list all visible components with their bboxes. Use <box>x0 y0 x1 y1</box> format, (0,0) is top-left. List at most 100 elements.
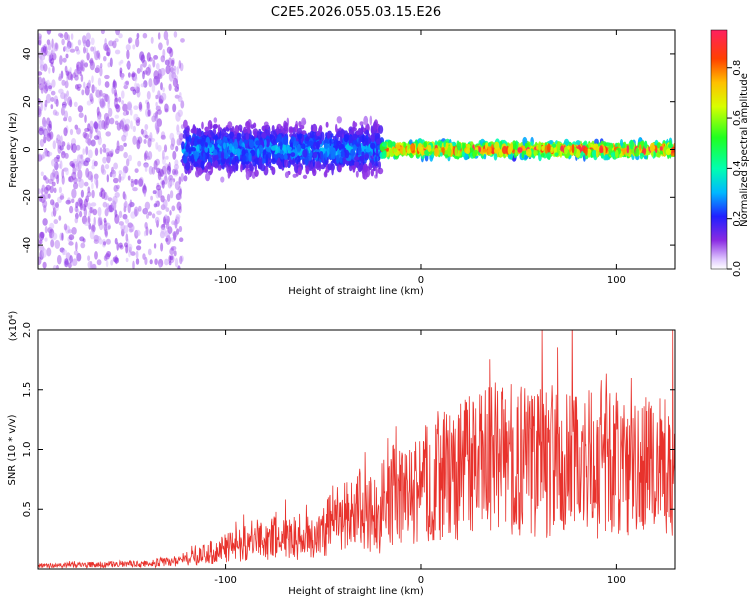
spectrogram-y-tick-label: 40 <box>22 48 33 61</box>
heatmap-cell <box>204 146 209 153</box>
heatmap-cell <box>83 198 88 208</box>
heatmap-cell <box>155 63 160 70</box>
heatmap-cell <box>353 161 360 167</box>
heatmap-cell <box>271 166 276 176</box>
heatmap-cell <box>151 213 156 219</box>
heatmap-cell <box>43 63 48 72</box>
heatmap-cell <box>44 129 48 137</box>
heatmap-cell <box>111 87 115 94</box>
heatmap-cell <box>46 79 50 87</box>
heatmap-cell <box>47 123 52 132</box>
heatmap-cell <box>525 148 532 157</box>
heatmap-cell <box>279 141 283 151</box>
heatmap-cell <box>338 165 342 173</box>
heatmap-cell <box>474 149 478 155</box>
heatmap-cell <box>147 137 152 148</box>
heatmap-cell <box>155 101 158 107</box>
colorbar-gradient <box>710 29 728 270</box>
heatmap-cell <box>154 258 158 266</box>
heatmap-cell <box>265 153 269 164</box>
heatmap-cell <box>171 205 176 212</box>
heatmap-cell <box>364 137 369 146</box>
heatmap-cell <box>554 152 559 157</box>
heatmap-cell <box>71 227 77 235</box>
heatmap-cell <box>320 150 323 160</box>
heatmap-cell <box>548 140 554 145</box>
heatmap-cell <box>288 126 294 134</box>
heatmap-cell <box>639 152 644 160</box>
heatmap-cell <box>491 147 495 155</box>
heatmap-cell <box>665 148 671 156</box>
heatmap-cell <box>132 187 138 192</box>
heatmap-cell <box>168 83 172 92</box>
heatmap-cell <box>594 138 599 145</box>
heatmap-cell <box>105 116 110 126</box>
heatmap-cell <box>142 70 145 80</box>
heatmap-cell <box>114 214 120 224</box>
heatmap-cell <box>47 151 53 156</box>
heatmap-cell <box>176 201 182 211</box>
heatmap-cell <box>238 124 243 131</box>
heatmap-cell <box>395 142 401 150</box>
heatmap-cell <box>267 152 272 159</box>
heatmap-cell <box>147 109 151 117</box>
heatmap-cell <box>90 202 97 207</box>
heatmap-cell <box>556 141 561 151</box>
heatmap-cell <box>173 169 179 175</box>
spectrogram-x-tick-label: 100 <box>607 275 626 286</box>
colorbar-tick-label: 0.0 <box>732 261 743 277</box>
heatmap-cell <box>149 228 153 236</box>
heatmap-cell <box>102 156 107 164</box>
heatmap-cell <box>91 182 94 190</box>
heatmap-cell <box>83 181 89 187</box>
snr-y-tick-label: 1.5 <box>22 382 33 398</box>
heatmap-cell <box>154 115 159 122</box>
heatmap-cell <box>205 172 211 182</box>
heatmap-cell <box>443 140 446 148</box>
heatmap-cell <box>131 73 136 78</box>
heatmap-cell <box>301 130 307 135</box>
heatmap-cell <box>57 254 62 265</box>
heatmap-cell <box>122 170 126 179</box>
heatmap-cell <box>228 149 231 155</box>
heatmap-cell <box>159 67 166 76</box>
heatmap-cell <box>235 161 239 171</box>
heatmap-cell <box>326 131 330 140</box>
heatmap-cell <box>351 138 358 148</box>
heatmap-cell <box>74 217 79 224</box>
heatmap-cell <box>301 143 306 150</box>
heatmap-cell <box>60 135 63 146</box>
heatmap-cell <box>304 155 309 166</box>
heatmap-cell <box>271 125 275 133</box>
heatmap-cell <box>370 142 376 150</box>
heatmap-cell <box>147 211 152 216</box>
heatmap-cell <box>540 152 545 158</box>
heatmap-cell <box>157 32 161 40</box>
heatmap-cell <box>156 210 162 216</box>
heatmap-cell <box>374 156 378 162</box>
heatmap-cell <box>138 178 144 187</box>
heatmap-cell <box>61 232 64 241</box>
heatmap-cell <box>135 250 139 259</box>
heatmap-cell <box>348 161 353 167</box>
heatmap-cell <box>124 166 128 174</box>
heatmap-cell <box>132 135 137 145</box>
heatmap-cell <box>172 103 177 113</box>
heatmap-cell <box>42 261 47 269</box>
heatmap-cell <box>38 33 42 40</box>
heatmap-cell <box>132 44 136 50</box>
heatmap-cell <box>610 152 616 158</box>
heatmap-cell <box>182 155 188 164</box>
heatmap-cell <box>283 154 288 160</box>
heatmap-cell <box>584 146 588 156</box>
heatmap-cell <box>87 79 92 89</box>
heatmap-cell <box>41 248 47 258</box>
heatmap-cell <box>603 146 606 156</box>
heatmap-cell <box>164 171 167 182</box>
heatmap-cell <box>200 138 205 147</box>
heatmap-cell <box>69 205 74 214</box>
heatmap-cell <box>155 142 159 150</box>
heatmap-cell <box>84 221 90 226</box>
heatmap-cell <box>316 140 320 150</box>
heatmap-cell <box>54 239 61 249</box>
